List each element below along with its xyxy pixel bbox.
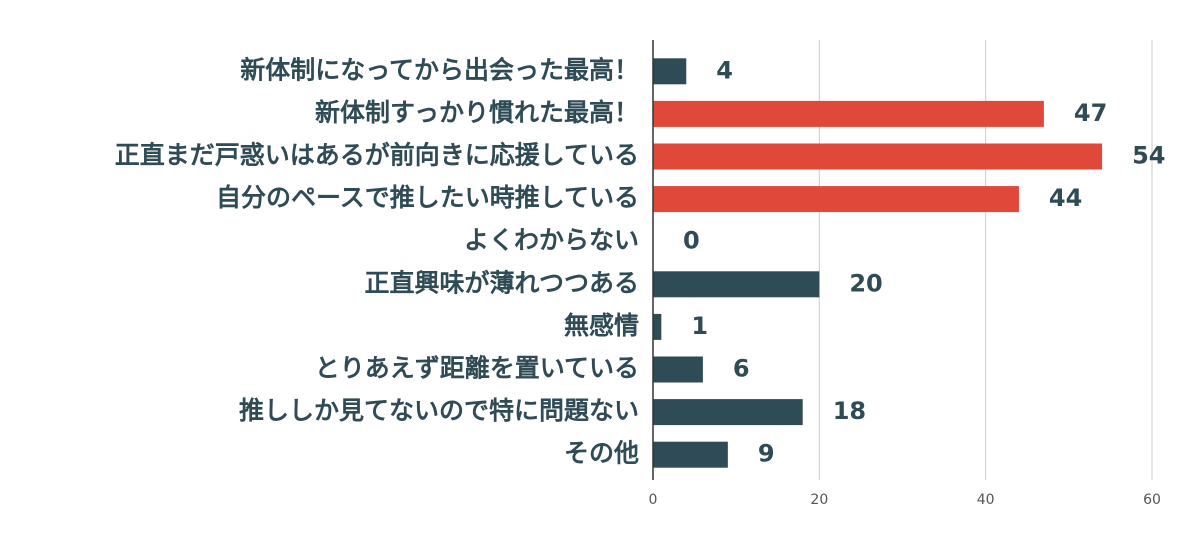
bar <box>653 186 1019 213</box>
value-label: 20 <box>849 269 882 297</box>
y-tick-label: 新体制になってから出会った最高！ <box>240 55 639 84</box>
x-tick-label: 40 <box>977 492 995 508</box>
bar <box>653 441 728 468</box>
bar <box>653 356 703 383</box>
y-tick-label: 正直まだ戸惑いはあるが前向きに応援している <box>115 141 639 170</box>
value-label: 1 <box>691 312 708 340</box>
y-tick-label: その他 <box>564 439 639 468</box>
bar <box>653 143 1103 170</box>
bar <box>653 399 803 426</box>
value-label: 47 <box>1074 99 1107 127</box>
value-label: 0 <box>683 227 700 255</box>
y-tick-label: 新体制すっかり慣れた最高！ <box>315 98 639 127</box>
y-tick-label: 推ししか見てないので特に問題ない <box>239 396 639 425</box>
bar <box>653 58 687 85</box>
value-label: 54 <box>1132 142 1165 170</box>
bar <box>653 313 662 340</box>
bar <box>653 100 1044 127</box>
bar <box>653 271 820 298</box>
y-tick-label: 無感情 <box>564 311 639 340</box>
y-tick-label: とりあえず距離を置いている <box>315 354 639 383</box>
y-tick-label: よくわからない <box>464 226 639 255</box>
x-tick-label: 20 <box>810 492 828 508</box>
value-label: 44 <box>1049 184 1082 212</box>
x-tick-label: 0 <box>649 492 658 508</box>
value-label: 6 <box>733 355 750 383</box>
value-label: 9 <box>758 440 775 468</box>
value-label: 18 <box>833 397 866 425</box>
x-tick-label: 60 <box>1143 492 1161 508</box>
value-label: 4 <box>716 56 733 84</box>
y-tick-label: 正直興味が薄れつつある <box>364 268 639 297</box>
y-tick-label: 自分のペースで推したい時推している <box>216 183 639 212</box>
